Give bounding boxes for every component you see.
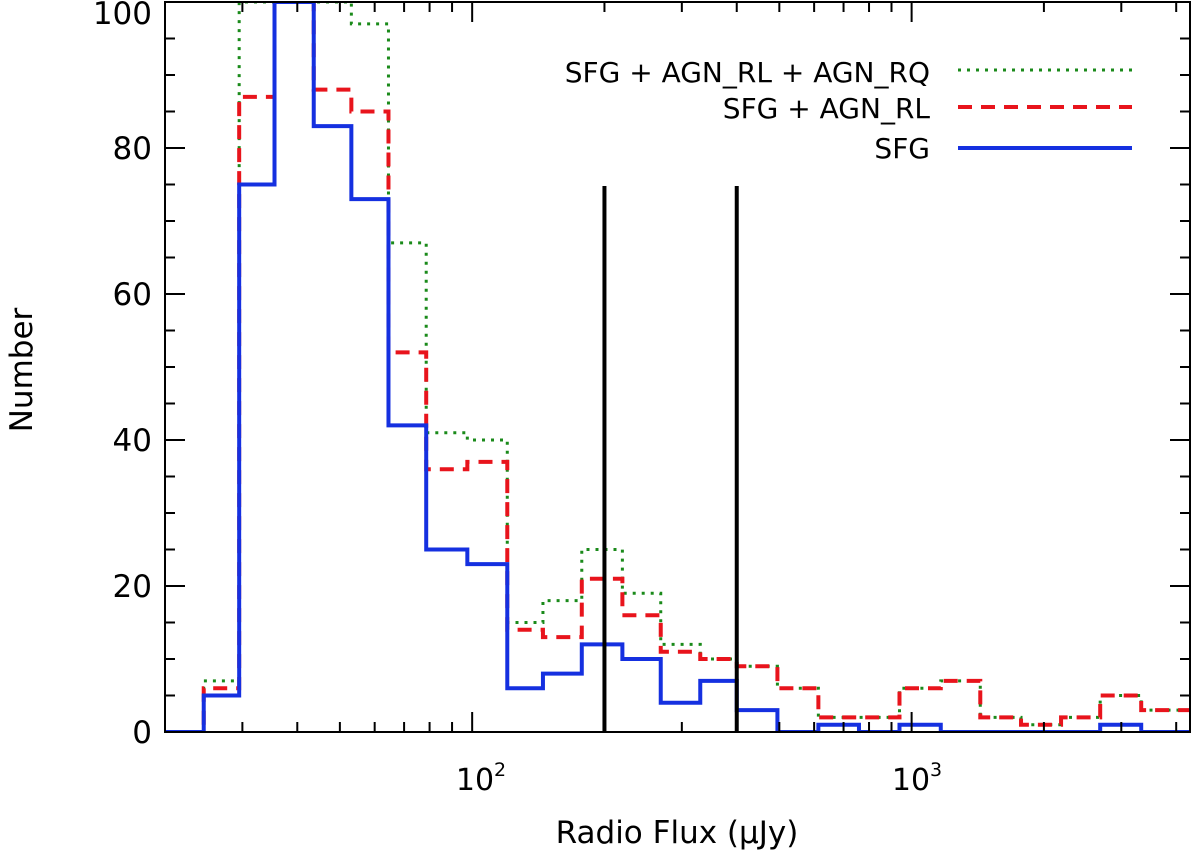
y-tick-label: 60 bbox=[113, 277, 152, 313]
y-tick-label: 80 bbox=[113, 131, 152, 167]
threshold-lines bbox=[602, 186, 739, 732]
series-line-solid bbox=[165, 2, 1190, 732]
y-axis-label: Number bbox=[4, 307, 40, 432]
x-tick-label: 102 bbox=[456, 759, 506, 798]
legend-label: SFG + AGN_RL + AGN_RQ bbox=[565, 56, 930, 89]
y-tick-label: 0 bbox=[132, 715, 152, 751]
legend-label: SFG bbox=[874, 132, 930, 165]
legend-label: SFG + AGN_RL bbox=[723, 92, 931, 125]
y-tick-labels: 0 20 40 60 80 100 bbox=[93, 0, 152, 751]
x-tick-label: 103 bbox=[892, 759, 942, 798]
series-layer bbox=[165, 2, 1190, 732]
y-tick-label: 100 bbox=[93, 0, 152, 32]
y-tick-label: 40 bbox=[113, 423, 152, 459]
y-tick-label: 20 bbox=[113, 569, 152, 605]
legend: SFG + AGN_RL + AGN_RQ SFG + AGN_RL SFG bbox=[565, 56, 1132, 165]
axis-ticks bbox=[164, 1, 1190, 733]
series-line-dashed bbox=[165, 2, 1190, 732]
plot-frame bbox=[164, 1, 1191, 733]
x-tick-labels: 102 103 bbox=[456, 759, 942, 798]
series-line-dotted bbox=[165, 2, 1190, 732]
x-axis-label: Radio Flux (μJy) bbox=[556, 815, 799, 851]
